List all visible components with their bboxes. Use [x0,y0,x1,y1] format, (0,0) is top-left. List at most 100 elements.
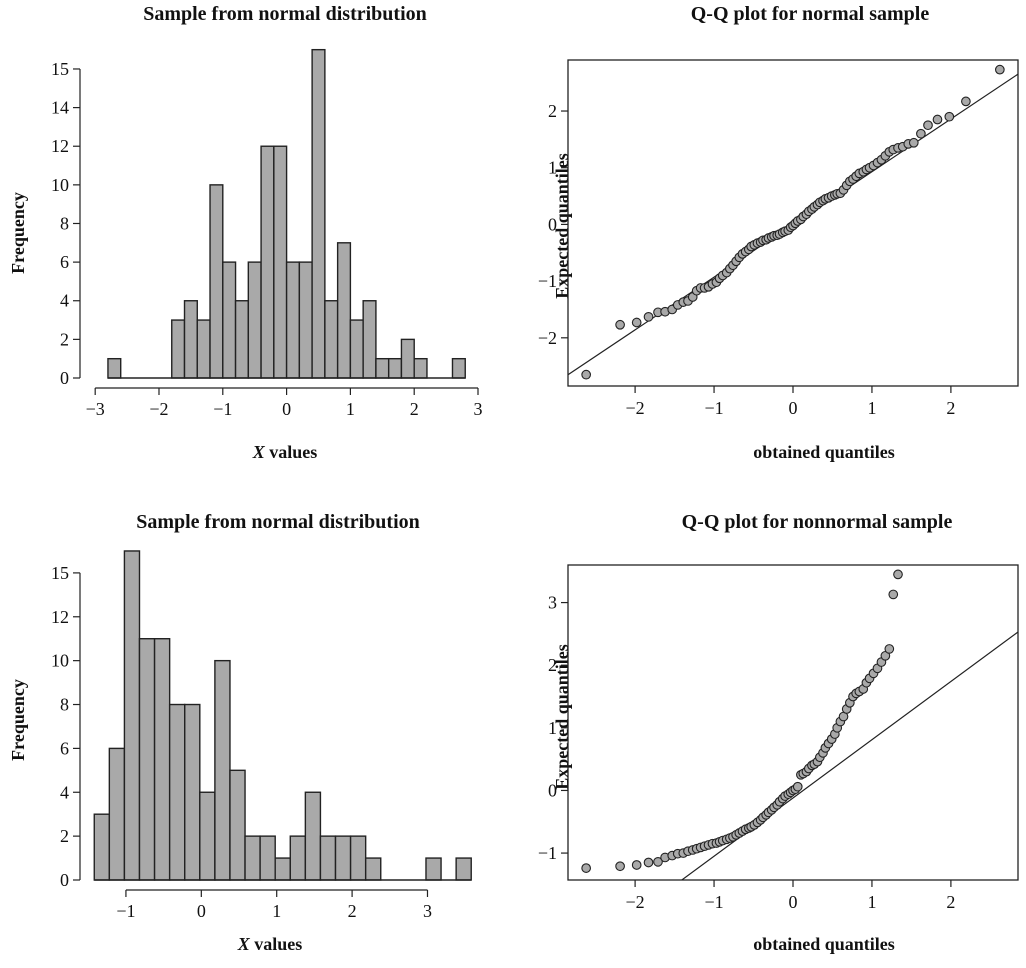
x-tick-label: −1 [704,398,723,418]
y-tick-label: 14 [51,98,69,118]
qq-point [884,644,895,654]
qq-nonnormal-plot: −2 −1 0 1 2 −1 0 1 2 3 [538,564,1019,912]
x-tick-label: −1 [213,399,232,419]
histogram-bar [199,791,216,881]
histogram-bar [273,145,288,379]
x-tick-label: 0 [789,398,798,418]
y-tick-label: 3 [548,593,557,613]
histogram-bar [349,835,367,881]
y-tick-label: −1 [538,843,557,863]
histogram-bar [93,813,111,881]
x-tick-label: 2 [348,901,357,921]
histogram-normal-panel: Sample from normal distribution X values… [8,3,483,462]
qq-point [944,111,955,122]
qq-point [994,64,1005,75]
histogram-bar [229,769,246,881]
qq-point [615,319,625,330]
histogram-bar [171,319,186,379]
histogram-normal-ylabel: Frequency [8,192,28,274]
y-tick-label: 8 [60,213,69,233]
histogram-bar [222,261,237,379]
x-tick-label: −2 [626,892,645,912]
x-tick-label: 2 [410,399,419,419]
qq-normal-xlabel: obtained quantiles [753,442,895,462]
qq-point [908,137,919,148]
y-tick-label: 8 [60,695,69,715]
qq-normal-plot: −2 −1 0 1 2 −2 −1 0 1 2 [538,59,1019,418]
histogram-nonnormal-xlabel: X values [237,934,303,954]
x-tick-label: 3 [423,901,432,921]
x-tick-label: 1 [272,901,281,921]
x-tick-label: −3 [86,399,105,419]
histogram-normal-title: Sample from normal distribution [143,3,427,25]
histogram-bar [289,835,307,881]
y-tick-label: 0 [548,780,557,800]
histogram-bar [400,338,415,379]
qq-point [631,317,642,328]
y-tick-label: 15 [51,59,69,79]
qq-normal-title: Q-Q plot for normal sample [691,3,930,25]
histogram-bar [349,319,364,379]
histogram-bar [285,261,301,379]
y-tick-label: 10 [51,175,69,195]
histogram-bar [108,747,126,881]
qq-nonnormal-ylabel: Expected quantiles [552,644,572,790]
x-tick-label: 0 [197,901,206,921]
qq-point [923,120,933,131]
histogram-bar [451,357,466,379]
histogram-bar [107,357,122,379]
qq-point [792,781,803,792]
histogram-bar [336,242,352,379]
y-tick-label: 10 [51,651,69,671]
qq-point [615,861,625,872]
qq-normal-ylabel: Expected quantiles [552,153,572,299]
histogram-bar [324,300,339,379]
qq-point [643,857,654,868]
y-tick-label: 6 [60,252,69,272]
histogram-normal-xlabel: X values [252,442,318,462]
histogram-bar [196,319,211,379]
qq-nonnormal-xlabel: obtained quantiles [753,934,895,954]
qq-nonnormal-panel: Q-Q plot for nonnormal sample obtained q… [538,511,1019,954]
histogram-nonnormal-title: Sample from normal distribution [136,511,420,533]
qq-point [916,128,926,139]
histogram-bar [259,835,276,881]
histogram-nonnormal-xlabel-var: X [237,934,251,954]
x-tick-label: −2 [626,398,645,418]
histogram-bar [247,261,262,379]
qq-point [643,311,654,322]
y-tick-label: 2 [60,826,69,846]
x-tick-label: 0 [789,892,798,912]
x-tick-label: −1 [704,892,723,912]
qq-point [581,863,592,873]
y-tick-label: 1 [548,158,557,178]
y-tick-label: 2 [548,101,557,121]
histogram-nonnormal-ylabel: Frequency [8,679,28,761]
qq-point [932,114,943,125]
y-tick-label: 12 [51,607,69,627]
histogram-bar [234,300,250,379]
y-tick-label: 0 [60,870,69,890]
histogram-bar [209,184,224,379]
y-tick-label: 2 [60,329,69,349]
reference-line [680,631,1018,880]
x-tick-label: 1 [346,399,355,419]
histogram-bar [455,857,472,881]
y-tick-label: 4 [60,782,69,802]
x-tick-label: 2 [946,892,955,912]
histogram-bar [123,550,141,881]
histogram-bar [168,703,186,881]
histogram-bar [425,857,442,881]
qq-point [653,856,663,867]
qq-point [581,369,592,380]
histogram-nonnormal-panel: Sample from normal distribution X values… [8,511,472,954]
qq-point [893,569,903,580]
x-tick-label: 2 [946,398,955,418]
y-tick-label: 4 [60,291,69,311]
histogram-bar [387,357,403,379]
y-tick-label: −1 [538,271,557,291]
y-tick-label: −2 [538,328,557,348]
x-tick-label: 1 [867,398,876,418]
